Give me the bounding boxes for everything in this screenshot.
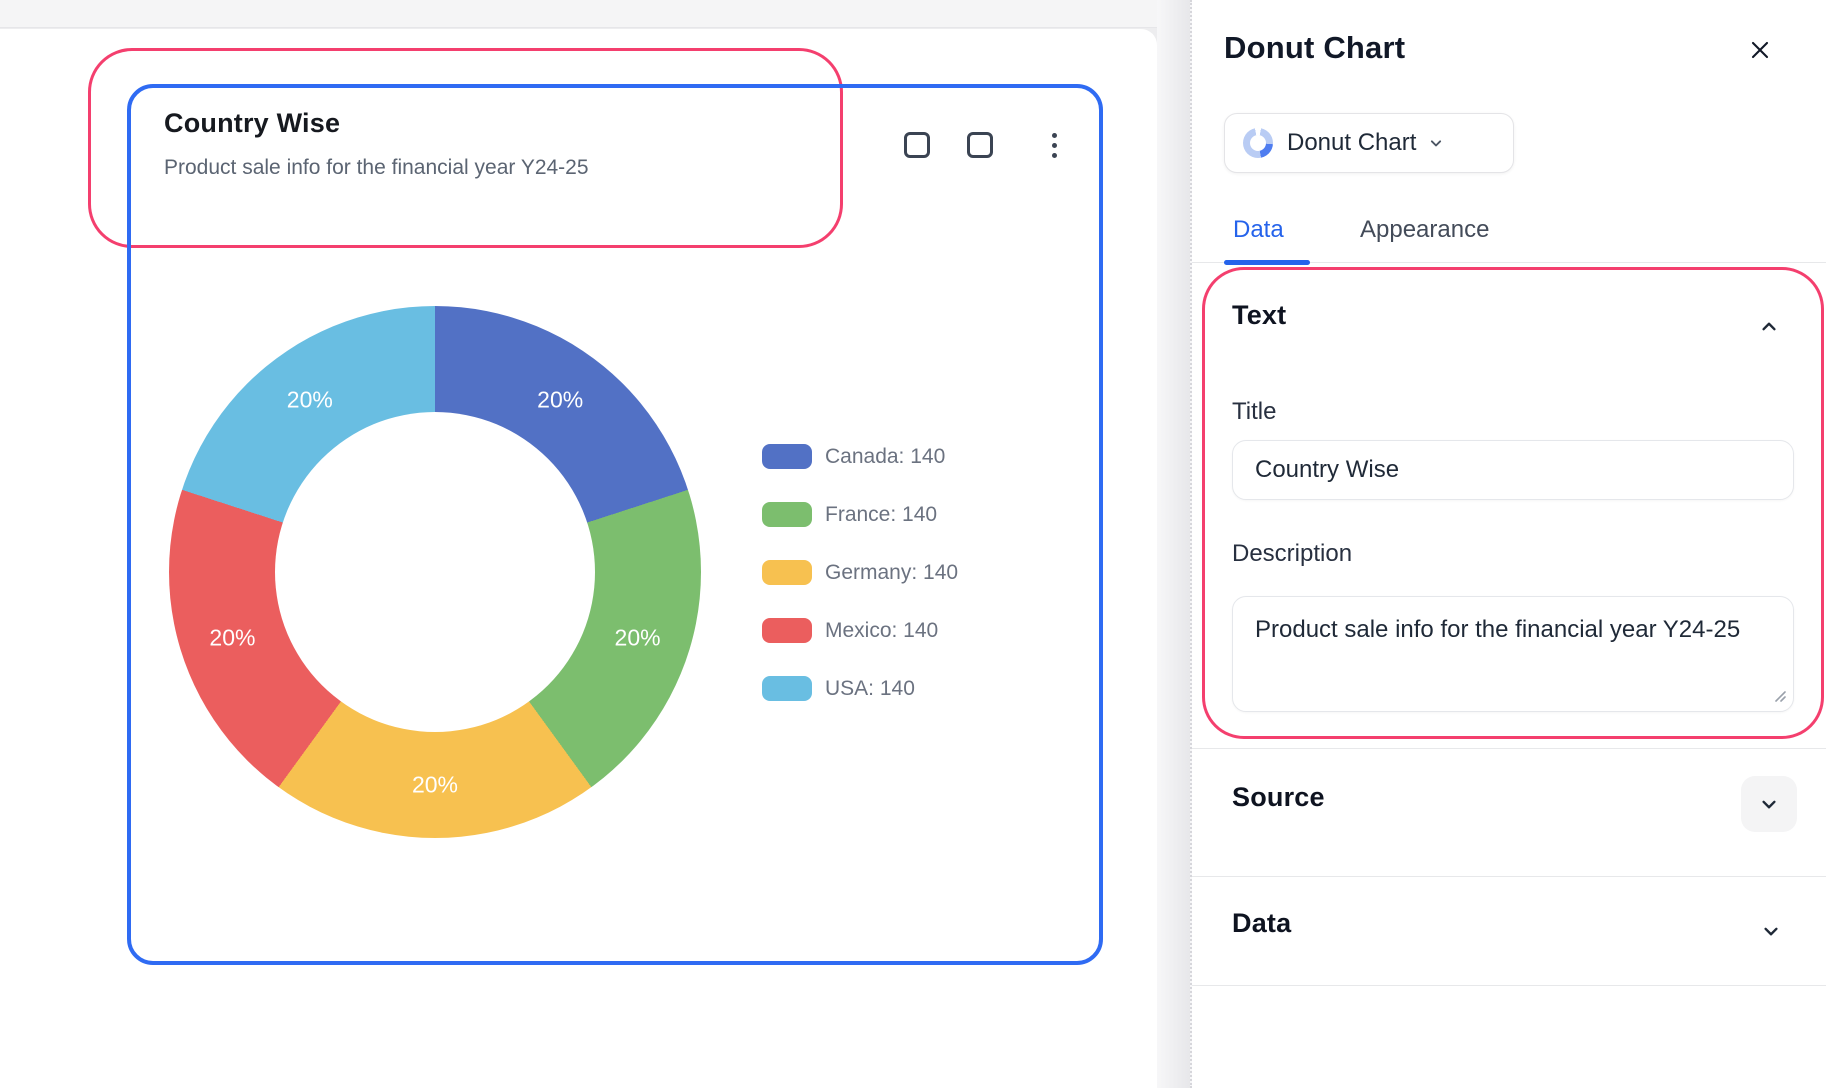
editor-canvas: Country Wise Product sale info for the f… [0,29,1157,1088]
divider [1192,748,1826,749]
chart-subtitle: Product sale info for the financial year… [164,156,589,179]
text-section-heading: Text [1232,300,1287,330]
legend-swatch [762,502,812,527]
source-section-heading: Source [1232,782,1325,812]
description-field: Product sale info for the financial year… [1232,596,1794,712]
canvas-top-strip [0,0,1157,28]
legend-label: France: 140 [825,502,938,526]
donut-ring [169,306,701,838]
legend-label: USA: 140 [825,676,915,700]
legend-swatch [762,618,812,643]
segment-percent-label: 20% [411,771,459,798]
chevron-down-icon [1762,800,1776,809]
collapse-text-section-button[interactable] [1752,310,1786,344]
segment-percent-label: 20% [286,386,333,413]
card-square-icon-1[interactable] [904,132,930,158]
description-field-label: Description [1232,540,1353,567]
legend-swatch [762,444,812,469]
tab-appearance[interactable]: Appearance [1360,216,1490,243]
data-section-heading: Data [1232,908,1292,938]
legend-item: Mexico: 140 [762,618,958,643]
kebab-menu-icon[interactable] [1039,130,1069,160]
panel-title: Donut Chart [1224,30,1406,65]
donut-chart: 20% 20% 20% 20% 20% [169,306,701,838]
close-icon [1751,41,1769,59]
description-textarea[interactable]: Product sale info for the financial year… [1232,596,1794,712]
legend-label: Canada: 140 [825,444,946,468]
chevron-down-icon [1764,927,1778,936]
segment-percent-label: 20% [614,624,661,651]
legend-item: France: 140 [762,502,958,527]
chart-title: Country Wise [164,108,341,138]
expand-data-section-button[interactable] [1754,914,1788,948]
legend-swatch [762,676,812,701]
chevron-up-icon [1762,322,1776,331]
chart-widget-card[interactable]: Country Wise Product sale info for the f… [127,84,1103,965]
panel-tabs: Data Appearance [1192,210,1826,265]
chart-type-label: Donut Chart [1287,129,1417,156]
legend-label: Germany: 140 [825,560,959,584]
canvas-scrollbar[interactable] [1157,0,1192,1088]
divider [1192,985,1826,986]
card-square-icon-2[interactable] [967,132,993,158]
legend-item: USA: 140 [762,676,958,701]
divider [1192,876,1826,877]
properties-panel: Donut Chart Donut Chart Data Appearance … [1192,0,1826,1088]
legend-item: Canada: 140 [762,444,958,469]
segment-percent-label: 20% [537,386,584,413]
tab-data[interactable]: Data [1233,216,1284,243]
expand-source-section-button[interactable] [1741,776,1797,832]
close-panel-button[interactable] [1744,34,1776,66]
donut-chart-type-icon [1243,128,1273,158]
legend-item: Germany: 140 [762,560,958,585]
chevron-down-icon [1426,133,1446,153]
active-tab-underline [1224,260,1310,265]
chart-legend: Canada: 140 France: 140 Germany: 140 Mexico… [762,444,958,734]
chart-type-select[interactable]: Donut Chart [1224,113,1514,173]
legend-label: Mexico: 140 [825,618,939,642]
legend-swatch [762,560,812,585]
title-input[interactable] [1232,440,1794,500]
title-field-label: Title [1232,398,1277,425]
segment-percent-label: 20% [209,624,256,651]
